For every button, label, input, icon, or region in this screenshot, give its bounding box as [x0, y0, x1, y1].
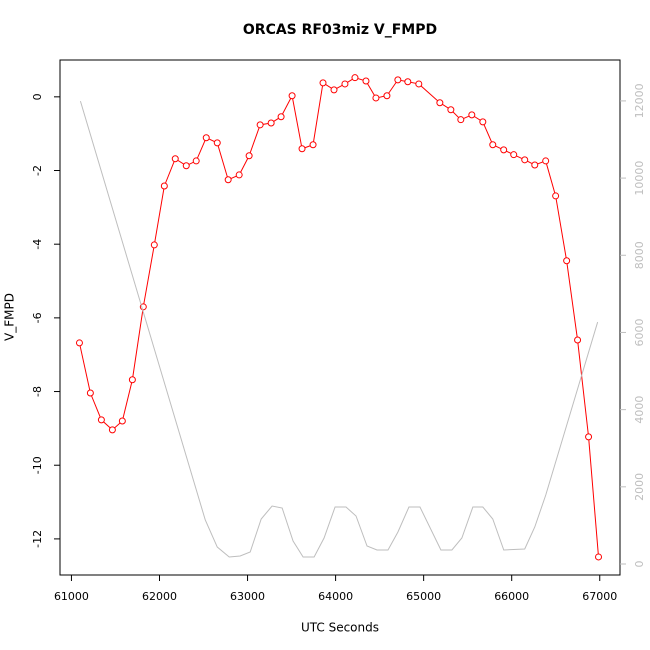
data-point — [362, 77, 370, 85]
data-point — [235, 171, 243, 179]
x-tick-label: 66000 — [494, 590, 529, 603]
y-tick-label: -6 — [31, 312, 44, 323]
data-point — [415, 80, 423, 88]
data-point — [436, 99, 444, 107]
data-point — [75, 339, 83, 347]
data-point — [563, 257, 571, 265]
y2-tick-label: 4000 — [633, 396, 646, 424]
data-point — [245, 152, 253, 160]
y2-tick-label: 2000 — [633, 473, 646, 501]
data-point — [213, 139, 221, 147]
data-point — [447, 106, 455, 114]
y2-tick-label: 8000 — [633, 241, 646, 269]
x-tick-label: 62000 — [142, 590, 177, 603]
data-point — [479, 118, 487, 126]
data-point — [552, 192, 560, 200]
x-tick-label: 65000 — [406, 590, 441, 603]
data-point — [372, 94, 380, 102]
data-point — [192, 157, 200, 165]
data-point — [150, 241, 158, 249]
y2-tick-label: 12000 — [633, 83, 646, 118]
data-point — [86, 389, 94, 397]
y-tick-label: -8 — [31, 386, 44, 397]
data-point — [330, 86, 338, 94]
data-point — [468, 111, 476, 119]
data-point — [108, 426, 116, 434]
data-point — [394, 76, 402, 84]
x-tick-label: 61000 — [54, 590, 89, 603]
data-point — [489, 141, 497, 149]
x-tick-label: 67000 — [582, 590, 617, 603]
data-point — [585, 433, 593, 441]
data-point — [574, 336, 582, 344]
data-point — [256, 121, 264, 129]
y-tick-label: -2 — [31, 165, 44, 176]
data-point — [383, 92, 391, 100]
data-point — [288, 92, 296, 100]
x-tick-label: 64000 — [318, 590, 353, 603]
y2-tick-label: 10000 — [633, 161, 646, 196]
x-tick-label: 63000 — [230, 590, 265, 603]
data-point — [277, 113, 285, 121]
data-point — [457, 116, 465, 124]
data-point — [202, 134, 210, 142]
x-axis-label: UTC Seconds — [301, 621, 379, 635]
data-point — [341, 80, 349, 88]
y-tick-label: -12 — [31, 530, 44, 548]
data-point — [97, 416, 105, 424]
data-point — [224, 176, 232, 184]
data-point — [171, 155, 179, 163]
data-point — [128, 376, 136, 384]
data-point — [309, 141, 317, 149]
data-line — [79, 100, 599, 558]
data-point — [595, 553, 603, 561]
y2-tick-label: 0 — [633, 561, 646, 568]
y-tick-label: -4 — [31, 239, 44, 250]
data-point — [160, 182, 168, 190]
data-point — [351, 74, 359, 82]
data-point — [510, 151, 518, 159]
y-tick-label: -10 — [31, 456, 44, 474]
data-point — [542, 157, 550, 165]
data-point — [298, 145, 306, 153]
chart-title: ORCAS RF03miz V_FMPD — [243, 22, 437, 38]
data-point — [404, 78, 412, 86]
data-point — [319, 79, 327, 87]
data-point — [267, 119, 275, 127]
y2-tick-label: 6000 — [633, 318, 646, 346]
data-point — [531, 161, 539, 169]
data-point — [118, 417, 126, 425]
data-point — [182, 162, 190, 170]
y-tick-label: 0 — [31, 93, 44, 100]
y-axis-label: V_FMPD — [3, 293, 17, 341]
data-point — [521, 156, 529, 164]
data-point — [500, 146, 508, 154]
